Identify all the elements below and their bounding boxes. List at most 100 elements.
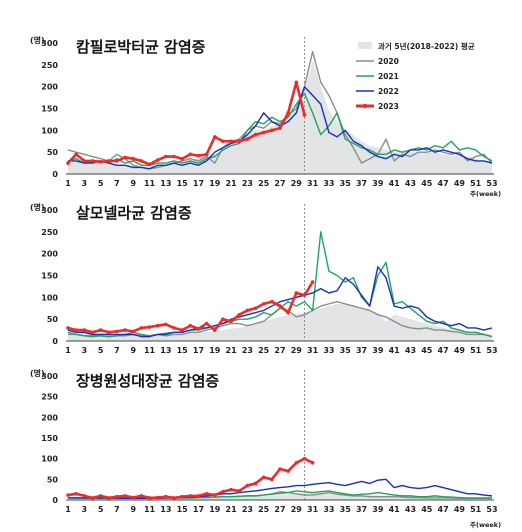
series-point-2023 — [131, 156, 136, 161]
series-point-2023 — [253, 481, 258, 486]
chart-title: 장병원성대장균 감염증 — [76, 372, 219, 390]
series-line-2023 — [67, 457, 314, 500]
x-tick-label: 15 — [177, 179, 189, 188]
x-tick-label: 41 — [389, 179, 401, 188]
series-point-2023 — [188, 494, 193, 498]
x-tick-label: 5 — [98, 346, 104, 355]
chart-title: 살모넬라균 감염증 — [76, 204, 192, 222]
x-tick-label: 19 — [209, 346, 221, 355]
x-tick-label: 53 — [486, 179, 497, 188]
series-point-2023 — [164, 322, 168, 327]
series-point-2023 — [270, 128, 274, 133]
x-tick-label: 27 — [274, 179, 285, 188]
series-point-2023 — [139, 326, 144, 330]
series-point-2023 — [196, 326, 201, 331]
x-tick-label: 41 — [389, 505, 401, 514]
y-tick-label: 100 — [41, 455, 58, 464]
x-tick-label: 43 — [405, 346, 416, 355]
series-point-2023 — [82, 494, 87, 498]
x-tick-label: 33 — [323, 179, 334, 188]
series-point-2023 — [221, 489, 225, 494]
series-point-2023 — [172, 326, 176, 330]
x-tick-label: 33 — [323, 346, 334, 355]
y-tick-label: 150 — [41, 434, 58, 443]
x-tick-label: 11 — [144, 179, 156, 188]
legend-label-baseline: 과거 5년(2018-2022) 평균 — [378, 41, 475, 51]
x-axis-unit-label: 주(week) — [470, 521, 501, 529]
x-tick-label: 47 — [438, 346, 449, 355]
x-tick-label: 1 — [65, 346, 71, 355]
x-tick-label: 9 — [130, 346, 136, 355]
series-point-2023 — [172, 496, 176, 500]
series-point-2023 — [286, 310, 290, 315]
series-point-2023 — [237, 139, 242, 144]
y-tick-label: 250 — [41, 228, 58, 237]
y-tick-label: 250 — [41, 393, 58, 402]
x-tick-label: 13 — [160, 505, 171, 514]
y-axis-unit-label: (명) — [30, 202, 45, 212]
series-point-2023 — [98, 159, 103, 164]
series-point-2023 — [74, 328, 78, 332]
series-point-2023 — [123, 494, 127, 498]
series-point-2023 — [172, 154, 176, 159]
legend-marker-2023 — [362, 103, 368, 109]
series-point-2023 — [106, 159, 111, 163]
series-point-2023 — [188, 152, 193, 157]
x-tick-label: 53 — [486, 346, 497, 355]
x-tick-label: 39 — [372, 179, 384, 188]
legend-label-2022: 2022 — [378, 87, 399, 96]
x-tick-label: 29 — [291, 179, 303, 188]
series-point-2023 — [180, 494, 184, 499]
x-tick-label: 7 — [114, 179, 120, 188]
series-line-2021 — [67, 92, 493, 166]
chart-title: 캄필로박터균 감염증 — [76, 38, 206, 56]
series-point-2023 — [204, 492, 209, 496]
x-tick-label: 19 — [209, 179, 221, 188]
series-point-2023 — [302, 456, 307, 461]
legend-label-2020: 2020 — [378, 57, 399, 66]
series-point-2023 — [245, 137, 250, 141]
series-point-2023 — [115, 159, 119, 163]
series-point-2023 — [204, 152, 209, 157]
series-point-2023 — [278, 467, 282, 471]
x-tick-label: 15 — [177, 505, 189, 514]
series-point-2023 — [147, 162, 152, 167]
series-point-2023 — [180, 156, 184, 161]
x-tick-label: 23 — [242, 505, 253, 514]
y-tick-label: 0 — [52, 496, 58, 505]
x-tick-label: 29 — [291, 505, 303, 514]
baseline-area — [68, 60, 492, 174]
x-tick-label: 5 — [98, 505, 104, 514]
x-tick-label: 1 — [65, 179, 71, 188]
series-point-2023 — [123, 155, 127, 160]
y-tick-label: 50 — [47, 315, 59, 324]
x-tick-label: 25 — [258, 346, 270, 355]
series-point-2023 — [245, 483, 250, 488]
series-point-2023 — [229, 139, 233, 144]
y-tick-label: 300 — [41, 372, 58, 381]
series-point-2023 — [82, 328, 87, 332]
x-tick-label: 31 — [307, 505, 319, 514]
x-tick-label: 21 — [226, 505, 238, 514]
baseline-area — [68, 303, 492, 341]
x-tick-label: 39 — [372, 505, 384, 514]
series-point-2023 — [147, 325, 152, 329]
series-point-2023 — [90, 496, 95, 500]
y-tick-label: 300 — [41, 206, 58, 215]
series-point-2023 — [229, 319, 233, 324]
series-point-2023 — [188, 323, 193, 328]
x-tick-label: 49 — [454, 346, 466, 355]
x-tick-label: 19 — [209, 505, 221, 514]
x-tick-label: 41 — [389, 346, 401, 355]
series-line-2020 — [67, 51, 493, 170]
series-point-2023 — [164, 154, 168, 159]
series-point-2023 — [90, 330, 95, 335]
x-tick-label: 3 — [82, 179, 88, 188]
x-tick-label: 45 — [421, 346, 433, 355]
series-point-2023 — [237, 313, 242, 317]
series-point-2023 — [98, 328, 103, 332]
series-point-2023 — [294, 291, 299, 295]
